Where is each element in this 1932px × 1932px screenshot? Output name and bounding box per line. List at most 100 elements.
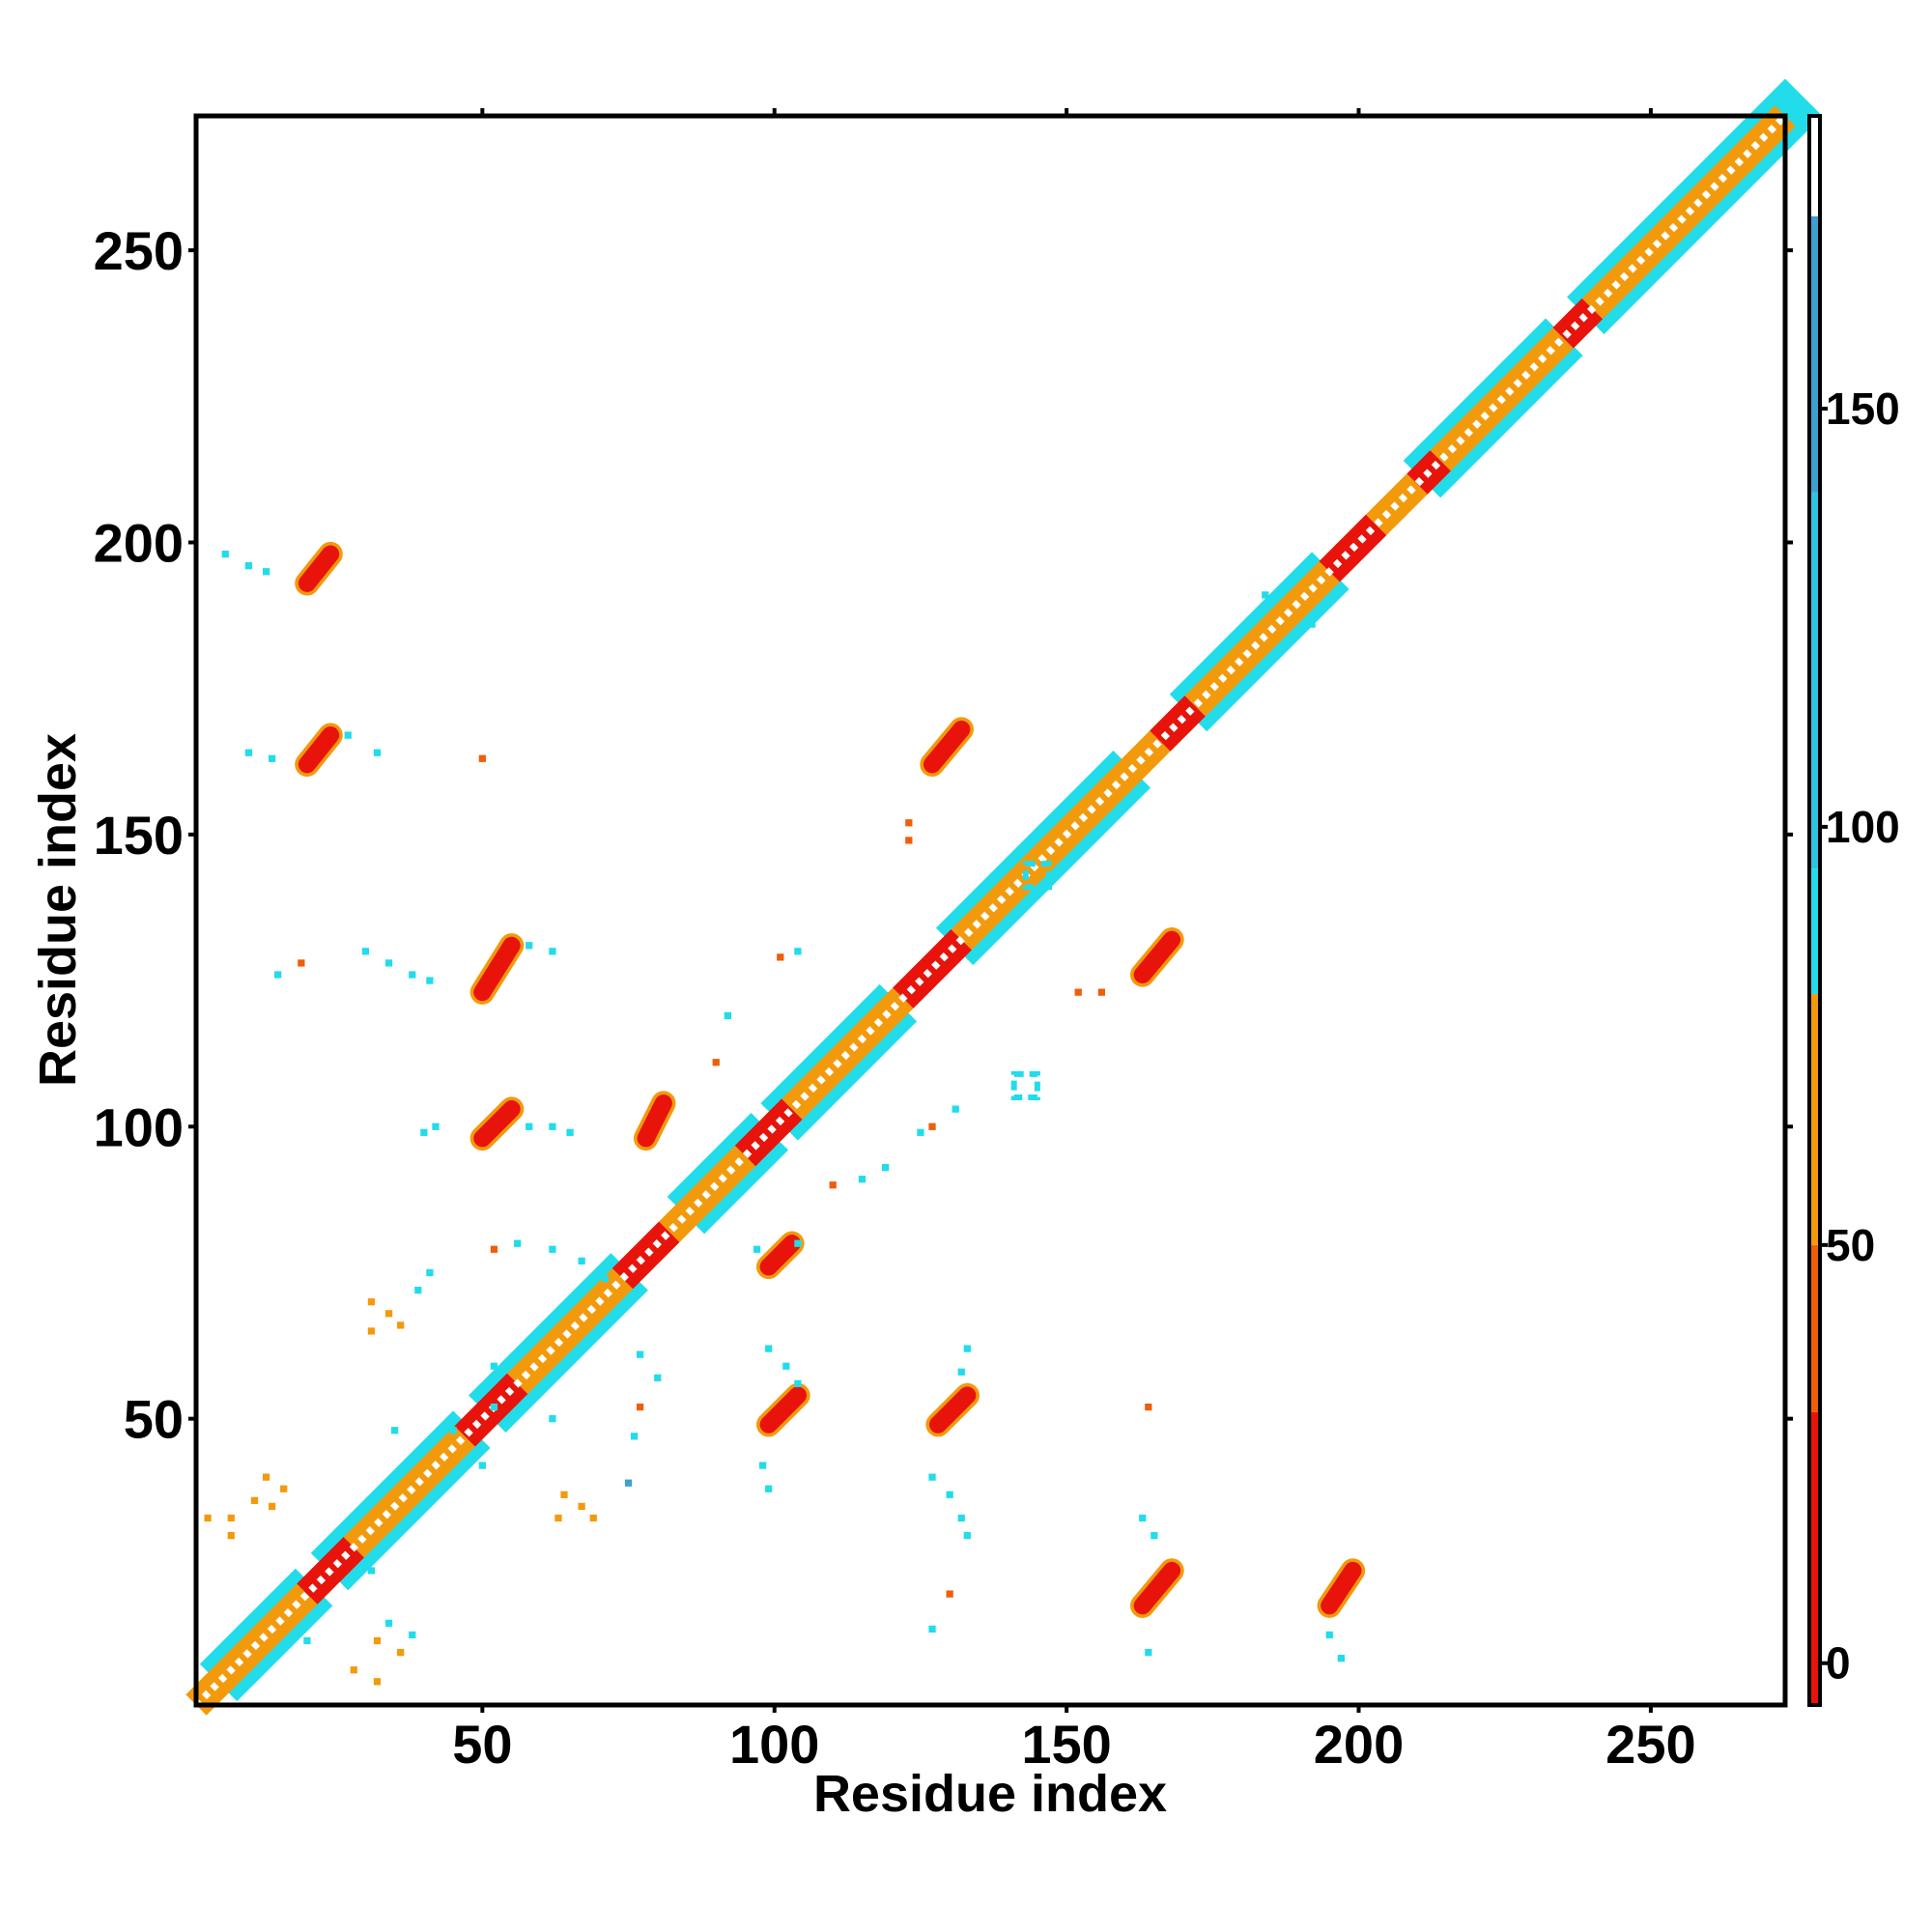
contact-cell xyxy=(432,1122,440,1130)
contact-cell xyxy=(957,1368,965,1376)
contact-cell xyxy=(344,731,352,739)
contact-cell xyxy=(449,1427,457,1435)
x-tick-label: 250 xyxy=(1605,1714,1695,1775)
strand-contact xyxy=(473,1100,521,1148)
y-tick-label: 150 xyxy=(94,805,184,866)
contact-cell xyxy=(578,1257,585,1264)
colorbar-band xyxy=(1809,868,1820,995)
contact-cell xyxy=(928,1473,936,1481)
y-tick-label: 200 xyxy=(94,512,184,573)
contact-cell xyxy=(765,1345,773,1352)
y-axis: 50 100 150 200 250 xyxy=(94,220,1793,1450)
contact-cell xyxy=(478,754,486,762)
contact-cell xyxy=(566,1128,574,1136)
contact-cell xyxy=(384,959,393,967)
colorbar-band xyxy=(1809,1244,1820,1412)
contact-cell xyxy=(426,1268,434,1277)
contact-cell xyxy=(637,1350,644,1358)
strand-contact xyxy=(923,720,971,774)
x-tick-label: 50 xyxy=(452,1714,512,1775)
colorbar-tick-label: 100 xyxy=(1826,802,1900,852)
contact-cell xyxy=(227,1514,235,1522)
strand-contact xyxy=(298,725,340,774)
strand-contact xyxy=(473,936,521,1002)
colorbar-band xyxy=(1809,994,1820,1245)
contact-cell xyxy=(794,1379,802,1387)
square-marker xyxy=(1022,861,1052,891)
diagonal-core xyxy=(193,113,1788,1708)
colorbar-tick-label: 50 xyxy=(1826,1220,1875,1270)
contact-cell xyxy=(712,1059,720,1066)
contact-cell xyxy=(905,819,913,827)
contact-cell xyxy=(1145,1403,1152,1411)
contact-cell xyxy=(782,1362,790,1370)
contact-cell xyxy=(637,1403,644,1411)
contact-cell xyxy=(426,977,434,984)
contact-cell xyxy=(397,1648,405,1657)
contact-cell xyxy=(794,948,802,955)
colorbar-frame xyxy=(1807,114,1822,1707)
contact-cell xyxy=(946,1491,953,1498)
plot-frame xyxy=(193,113,1788,1708)
y-tick-label: 250 xyxy=(94,220,184,281)
contact-cell xyxy=(250,1496,259,1504)
colorbar-tick-label: 150 xyxy=(1826,384,1900,434)
contact-cell xyxy=(946,1590,953,1598)
contact-cell xyxy=(1337,1654,1345,1662)
y-tick-label: 50 xyxy=(124,1389,184,1450)
strand-contact xyxy=(759,1386,807,1434)
contact-cell xyxy=(227,1531,235,1540)
diagonal-segment xyxy=(611,1221,680,1290)
square-marker xyxy=(1010,1070,1040,1101)
strand-contact xyxy=(1321,1561,1362,1615)
contact-cell xyxy=(1097,988,1106,996)
contact-cell xyxy=(928,1122,936,1130)
contact-cell xyxy=(373,749,382,756)
colorbar-band xyxy=(1809,1411,1820,1705)
colorbar-band xyxy=(1809,116,1820,216)
y-axis-title: Residue index xyxy=(29,733,87,1087)
contact-cell xyxy=(367,1298,376,1306)
contact-cell xyxy=(549,1122,556,1130)
contact-cell xyxy=(520,1403,527,1411)
contact-cell xyxy=(280,1485,288,1492)
contact-cell xyxy=(303,1636,311,1645)
x-tick-label: 200 xyxy=(1314,1714,1404,1775)
contact-cell xyxy=(829,1181,837,1189)
y-tick-label: 100 xyxy=(94,1096,184,1157)
strand-contact xyxy=(759,1235,801,1276)
contact-cell xyxy=(794,1239,802,1247)
contact-cell xyxy=(601,1274,609,1283)
contact-cell xyxy=(514,1239,522,1247)
contact-cell xyxy=(244,749,253,756)
contact-cell xyxy=(274,971,282,979)
contact-cell xyxy=(262,1473,270,1481)
contact-cell xyxy=(268,1502,276,1511)
colorbar-band xyxy=(1809,492,1820,869)
x-tick-label: 150 xyxy=(1021,1714,1111,1775)
strand-contact xyxy=(298,545,340,592)
contact-cell xyxy=(409,971,416,979)
contact-cell xyxy=(549,948,556,955)
contact-cell xyxy=(420,1128,428,1136)
contact-cell xyxy=(367,1567,376,1575)
contact-cell xyxy=(630,1433,639,1440)
contact-cell xyxy=(952,1105,959,1113)
contact-cell xyxy=(858,1176,867,1183)
contact-cell xyxy=(268,754,276,762)
contact-cell xyxy=(549,1415,556,1423)
contact-cell xyxy=(414,1286,422,1294)
contact-cell xyxy=(361,948,370,955)
contact-cell xyxy=(1151,1531,1158,1540)
strand-contact xyxy=(1133,1561,1181,1615)
contact-cell xyxy=(478,1462,486,1469)
contact-cell xyxy=(928,1625,936,1634)
x-tick-label: 100 xyxy=(729,1714,819,1775)
contact-cell xyxy=(777,953,784,961)
contact-cell xyxy=(1145,1648,1152,1657)
contact-cell xyxy=(905,837,913,844)
plot-area xyxy=(185,78,1823,1716)
contact-cell xyxy=(409,1631,416,1639)
contact-cell xyxy=(554,1514,562,1522)
contact-cell xyxy=(549,1245,556,1253)
